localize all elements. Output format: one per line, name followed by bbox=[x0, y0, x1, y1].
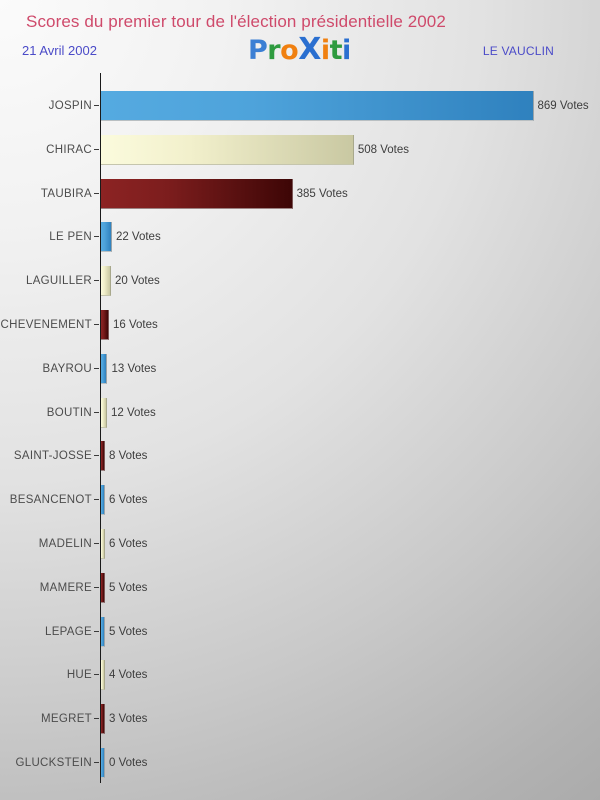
bar-category-label: BESANCENOT bbox=[9, 494, 92, 507]
bar-category-label: JOSPIN bbox=[48, 100, 92, 112]
axis-tick-mark bbox=[94, 236, 99, 238]
bar[interactable] bbox=[101, 178, 293, 209]
logo-letter-2: r bbox=[267, 35, 281, 66]
bar-row[interactable]: BESANCENOT 6 Votes bbox=[0, 478, 600, 522]
bar-value-label: 8 Votes bbox=[109, 450, 148, 463]
bar-row[interactable]: SAINT-JOSSE 8 Votes bbox=[0, 434, 600, 478]
chart-header: Scores du premier tour de l'élection pré… bbox=[0, 0, 600, 72]
bar-category-label: SAINT-JOSSE bbox=[13, 450, 92, 463]
bar-category-label: HUE bbox=[66, 669, 92, 682]
bar-category-label: CHEVENEMENT bbox=[0, 319, 92, 331]
bar[interactable] bbox=[101, 222, 112, 253]
axis-tick-mark bbox=[94, 586, 99, 588]
bar-category-label: MAMERE bbox=[39, 581, 92, 594]
bar-category-label: LE PEN bbox=[49, 231, 92, 244]
logo-letter-7: i bbox=[342, 35, 351, 66]
axis-tick-mark bbox=[94, 280, 99, 282]
bar[interactable] bbox=[101, 397, 107, 428]
axis-tick-mark bbox=[94, 411, 99, 413]
bar-row[interactable]: MEGRET 3 Votes bbox=[0, 697, 600, 741]
bar-value-label: 6 Votes bbox=[109, 538, 148, 550]
bar-value-label: 869 Votes bbox=[537, 100, 589, 112]
bar-category-label: CHIRAC bbox=[46, 143, 92, 156]
bar-value-label: 6 Votes bbox=[109, 494, 148, 507]
bar-category-label: MADELIN bbox=[38, 538, 92, 550]
bar-category-label: BOUTIN bbox=[46, 406, 92, 419]
bar-row[interactable]: CHIRAC 508 Votes bbox=[0, 128, 600, 172]
bar-row[interactable]: MADELIN 6 Votes bbox=[0, 522, 600, 566]
bar-value-label: 22 Votes bbox=[115, 231, 161, 244]
axis-tick-mark bbox=[94, 499, 99, 501]
bar-value-label: 385 Votes bbox=[296, 187, 348, 200]
bar[interactable] bbox=[101, 660, 105, 691]
bar-chart-plot-area: JOSPIN 869 Votes CHIRAC 508 Votes TAUBIRA 385… bbox=[0, 72, 600, 800]
bar-value-label: 13 Votes bbox=[111, 362, 157, 375]
axis-tick-mark bbox=[94, 674, 99, 676]
bar-value-label: 4 Votes bbox=[109, 669, 148, 682]
axis-tick-mark bbox=[94, 324, 99, 325]
bar-value-label: 3 Votes bbox=[109, 713, 148, 726]
bar[interactable] bbox=[101, 485, 105, 516]
bar-row[interactable]: LAGUILLER 20 Votes bbox=[0, 259, 600, 303]
chart-date-label: 21 Avril 2002 bbox=[22, 43, 97, 58]
bar-value-label: 508 Votes bbox=[357, 143, 409, 156]
bar-value-label: 5 Votes bbox=[109, 581, 148, 594]
bar-category-label: BAYROU bbox=[42, 362, 92, 375]
bar[interactable] bbox=[101, 616, 105, 647]
bar-category-label: MEGRET bbox=[41, 713, 92, 726]
bar-value-label: 0 Votes bbox=[109, 757, 148, 769]
logo-letter-5: i bbox=[320, 35, 330, 66]
logo-letter-3: o bbox=[280, 35, 299, 66]
axis-tick-mark bbox=[94, 105, 99, 106]
bar-row[interactable]: JOSPIN 869 Votes bbox=[0, 84, 600, 128]
axis-tick-mark bbox=[94, 148, 99, 150]
page-title: Scores du premier tour de l'élection pré… bbox=[26, 12, 446, 31]
logo-letter-4: X bbox=[298, 32, 321, 67]
bar-value-label: 20 Votes bbox=[114, 275, 160, 288]
bar-row[interactable]: BAYROU 13 Votes bbox=[0, 347, 600, 391]
axis-tick-mark bbox=[94, 718, 99, 720]
bar-category-label: TAUBIRA bbox=[40, 187, 92, 200]
bar-row[interactable]: MAMERE 5 Votes bbox=[0, 566, 600, 610]
bar[interactable] bbox=[101, 134, 354, 165]
axis-tick-mark bbox=[94, 762, 99, 763]
axis-tick-mark bbox=[94, 630, 99, 632]
bar[interactable] bbox=[101, 529, 105, 559]
bar-value-label: 5 Votes bbox=[109, 625, 148, 638]
axis-tick-mark bbox=[94, 367, 99, 369]
proxiti-logo[interactable]: ProXiti bbox=[248, 32, 351, 67]
bar[interactable] bbox=[101, 310, 109, 340]
bar[interactable] bbox=[101, 441, 105, 472]
axis-tick-mark bbox=[94, 455, 99, 457]
bar-row[interactable]: GLUCKSTEIN 0 Votes bbox=[0, 741, 600, 785]
bar[interactable] bbox=[101, 353, 108, 384]
bar[interactable] bbox=[101, 704, 105, 735]
bar-category-label: GLUCKSTEIN bbox=[15, 757, 92, 769]
bar-row[interactable]: LEPAGE 5 Votes bbox=[0, 610, 600, 654]
bar-row[interactable]: LE PEN 22 Votes bbox=[0, 215, 600, 259]
axis-tick-mark bbox=[94, 543, 99, 544]
bar[interactable] bbox=[101, 91, 534, 121]
category-axis-line bbox=[100, 73, 101, 783]
axis-tick-mark bbox=[94, 192, 99, 194]
bar-value-label: 12 Votes bbox=[110, 406, 156, 419]
bar-category-label: LEPAGE bbox=[45, 625, 92, 638]
bar[interactable] bbox=[101, 748, 105, 778]
bar[interactable] bbox=[101, 266, 111, 297]
bar-row[interactable]: CHEVENEMENT 16 Votes bbox=[0, 303, 600, 347]
bar-row[interactable]: HUE 4 Votes bbox=[0, 653, 600, 697]
bar[interactable] bbox=[101, 572, 105, 603]
bar-row[interactable]: TAUBIRA 385 Votes bbox=[0, 172, 600, 216]
bar-value-label: 16 Votes bbox=[112, 319, 158, 331]
chart-location-label: LE VAUCLIN bbox=[482, 44, 554, 58]
logo-letter-1: P bbox=[248, 35, 268, 66]
logo-letter-6: t bbox=[329, 35, 343, 66]
bar-category-label: LAGUILLER bbox=[26, 275, 92, 288]
bar-row[interactable]: BOUTIN 12 Votes bbox=[0, 391, 600, 435]
